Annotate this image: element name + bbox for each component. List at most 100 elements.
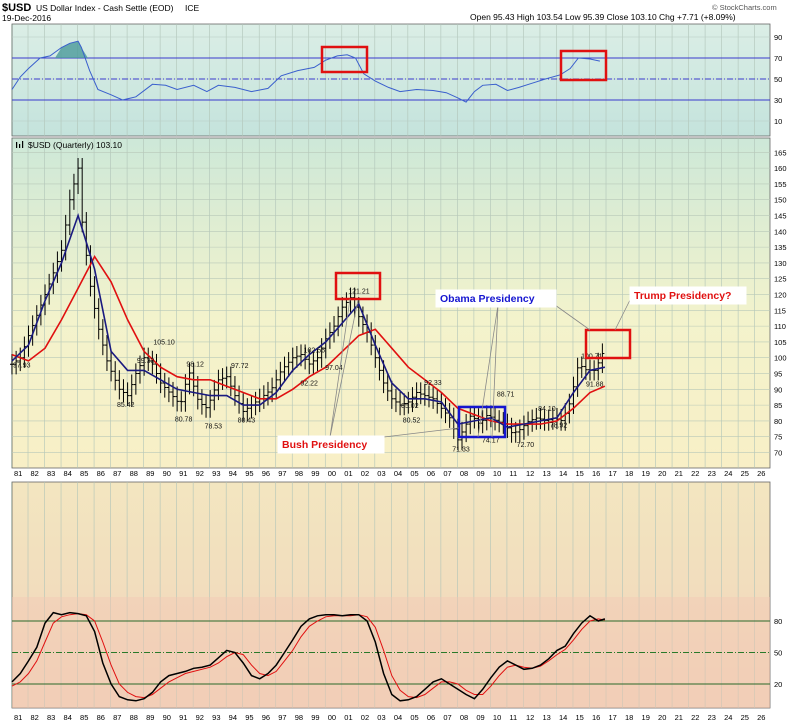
x-tick-label: 88 — [130, 469, 138, 478]
data-label: 92.33 — [424, 380, 442, 387]
x-tick-label-bottom: 98 — [295, 713, 303, 722]
x-tick-label: 86 — [97, 469, 105, 478]
x-tick-label: 23 — [708, 469, 716, 478]
x-tick-label-bottom: 00 — [328, 713, 336, 722]
panel-top-bg — [11, 23, 771, 137]
x-tick-label-bottom: 05 — [410, 713, 418, 722]
header-name: US Dollar Index - Cash Settle (EOD) — [36, 3, 174, 13]
x-tick-label-bottom: 03 — [377, 713, 385, 722]
annotation-label: Bush Presidency — [282, 439, 367, 451]
x-tick-label-bottom: 09 — [476, 713, 484, 722]
data-label: 92.22 — [300, 380, 318, 387]
x-tick-label: 09 — [476, 469, 484, 478]
y-tick-label-top: 90 — [774, 33, 782, 42]
x-tick-label: 81 — [14, 469, 22, 478]
x-tick-label: 93 — [212, 469, 220, 478]
x-tick-label-bottom: 26 — [757, 713, 765, 722]
axis-labels: 81 81 82 82 83 83 84 84 85 85 86 86 87 87 88 88 89 89 90 90… — [14, 33, 787, 722]
x-tick-label: 03 — [377, 469, 385, 478]
x-tick-label-bottom: 16 — [592, 713, 600, 722]
y-tick-label: 135 — [774, 243, 787, 252]
x-tick-label-bottom: 18 — [625, 713, 633, 722]
y-tick-label: 140 — [774, 227, 787, 236]
x-tick-label-bottom: 21 — [675, 713, 683, 722]
x-tick-label: 87 — [113, 469, 121, 478]
stochastic-panel — [11, 597, 770, 708]
slow-moving-average — [11, 255, 606, 425]
header-exchange: ICE — [185, 3, 200, 13]
x-tick-label-bottom: 15 — [575, 713, 583, 722]
data-label: 85.02 — [401, 403, 419, 410]
x-tick-label-bottom: 07 — [443, 713, 451, 722]
x-tick-label: 82 — [31, 469, 39, 478]
x-tick-label: 26 — [757, 469, 765, 478]
highlight-box-top-2001 — [320, 45, 369, 74]
header-date: 19-Dec-2016 — [2, 13, 51, 23]
y-tick-label: 75 — [774, 433, 782, 442]
y-tick-label-bottom: 50 — [774, 649, 782, 658]
stoch-d-line — [11, 613, 605, 699]
y-tick-label: 110 — [774, 322, 786, 331]
x-tick-label: 07 — [443, 469, 451, 478]
highlight-box-top-2016 — [559, 49, 608, 82]
y-tick-label: 95 — [774, 370, 782, 379]
x-tick-label: 98 — [295, 469, 303, 478]
obama-pointer-line — [477, 304, 499, 438]
annotation-box — [629, 286, 747, 305]
x-tick-label: 16 — [592, 469, 600, 478]
data-label: 78.92 — [550, 422, 568, 429]
y-tick-label: 125 — [774, 275, 787, 284]
rsi-overbought-fill — [54, 41, 88, 58]
y-tick-label: 120 — [774, 291, 787, 300]
x-tick-label-bottom: 24 — [724, 713, 732, 722]
obama-pointer-line — [554, 304, 591, 331]
x-tick-label-bottom: 96 — [262, 713, 270, 722]
x-tick-label: 25 — [741, 469, 749, 478]
bar-chart-icon — [16, 141, 24, 148]
header-ohlc: Open 95.43 High 103.54 Low 95.39 Close 1… — [470, 12, 736, 22]
x-tick-label-bottom: 19 — [642, 713, 650, 722]
x-tick-label: 91 — [179, 469, 187, 478]
x-tick-label-bottom: 88 — [130, 713, 138, 722]
data-label: 105.10 — [153, 340, 175, 347]
y-tick-label-top: 10 — [774, 117, 782, 126]
data-label: 97.93 — [13, 362, 31, 369]
x-tick-label-bottom: 25 — [741, 713, 749, 722]
y-tick-label: 155 — [774, 180, 787, 189]
x-tick-label-bottom: 85 — [80, 713, 88, 722]
x-tick-label-bottom: 84 — [64, 713, 72, 722]
x-tick-label: 12 — [526, 469, 534, 478]
y-tick-label: 105 — [774, 338, 787, 347]
y-tick-label-top: 70 — [774, 54, 782, 63]
bush-pointer-line — [329, 299, 359, 438]
x-tick-label-bottom: 97 — [278, 713, 286, 722]
x-tick-label-bottom: 08 — [460, 713, 468, 722]
x-tick-label: 21 — [675, 469, 683, 478]
x-tick-label: 13 — [542, 469, 550, 478]
x-tick-label: 92 — [196, 469, 204, 478]
data-label: 80.43 — [238, 418, 256, 425]
x-tick-label-bottom: 11 — [509, 713, 517, 722]
y-tick-label: 115 — [774, 306, 786, 315]
x-tick-label: 89 — [146, 469, 154, 478]
x-tick-label: 99 — [311, 469, 319, 478]
x-tick-label-bottom: 93 — [212, 713, 220, 722]
x-tick-label-bottom: 87 — [113, 713, 121, 722]
x-tick-label: 01 — [344, 469, 352, 478]
y-tick-label: 80 — [774, 417, 782, 426]
x-tick-label-bottom: 91 — [179, 713, 187, 722]
fast-moving-average — [11, 212, 606, 429]
data-label: 88.71 — [497, 391, 515, 398]
y-tick-label: 100 — [774, 354, 787, 363]
data-label: 97.72 — [231, 363, 249, 370]
x-tick-label: 85 — [80, 469, 88, 478]
x-tick-label-bottom: 86 — [97, 713, 105, 722]
x-tick-label-bottom: 94 — [229, 713, 237, 722]
x-tick-label: 06 — [427, 469, 435, 478]
x-tick-label: 05 — [410, 469, 418, 478]
data-label: 80.52 — [403, 417, 421, 424]
y-tick-label: 150 — [774, 196, 787, 205]
y-tick-label-top: 30 — [774, 96, 782, 105]
x-tick-label-bottom: 04 — [394, 713, 402, 722]
price-title: $USD (Quarterly) 103.10 — [28, 140, 122, 150]
